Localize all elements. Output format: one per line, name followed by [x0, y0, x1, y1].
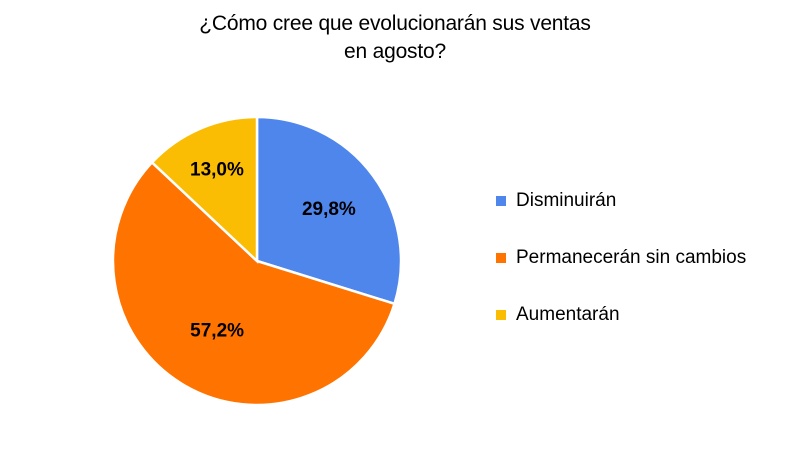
legend-label: Aumentarán	[516, 304, 620, 325]
legend-item-permaneceran: Permanecerán sin cambios	[496, 243, 746, 300]
slice-disminuiran	[255, 115, 403, 306]
slice-data-label: 29,8%	[302, 199, 356, 220]
legend-swatch	[496, 196, 506, 206]
legend-item-disminuiran: Disminuirán	[496, 186, 746, 243]
slice-permaneceran	[111, 160, 397, 407]
legend-swatch	[496, 310, 506, 320]
chart-title-line-1: ¿Cómo cree que evolucionarán sus ventas	[199, 12, 591, 35]
legend: Disminuirán Permanecerán sin cambios Aum…	[496, 186, 746, 357]
legend-item-aumentaran: Aumentarán	[496, 300, 746, 357]
legend-label: Disminuirán	[516, 190, 617, 211]
chart-title-line-2: en agosto?	[344, 40, 446, 63]
legend-label: Permanecerán sin cambios	[516, 247, 747, 268]
slice-data-label: 13,0%	[190, 159, 244, 180]
legend-swatch	[496, 253, 506, 263]
slice-aumentaran	[150, 115, 259, 264]
slice-data-label: 57,2%	[190, 320, 244, 341]
chart-title: ¿Cómo cree que evolucionarán sus ventas …	[0, 10, 790, 66]
